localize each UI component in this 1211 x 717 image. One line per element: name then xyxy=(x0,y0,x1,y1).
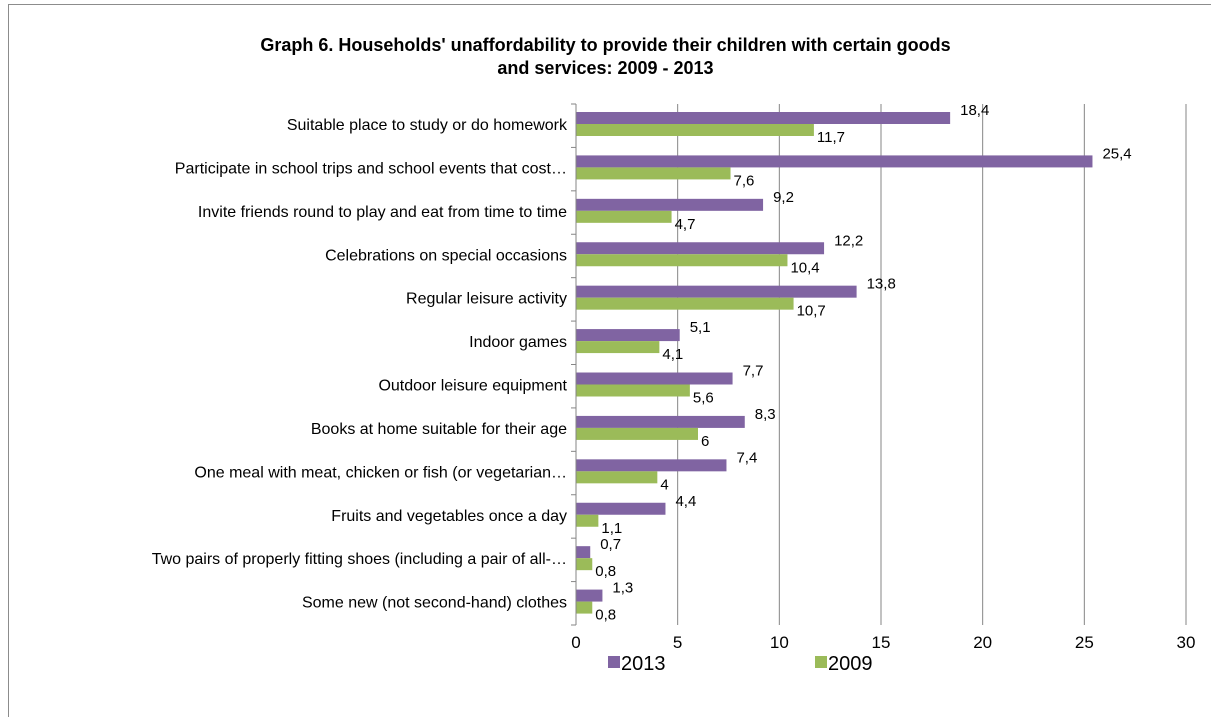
data-label-2013: 7,7 xyxy=(743,363,764,380)
chart-title-line-2: and services: 2009 - 2013 xyxy=(497,58,714,78)
bar-2009 xyxy=(576,167,731,180)
bar-2009 xyxy=(576,514,599,527)
x-tick-label: 0 xyxy=(571,633,580,652)
data-label-2013: 13,8 xyxy=(867,276,896,293)
data-label-2013: 4,4 xyxy=(675,493,696,510)
data-label-2013: 8,3 xyxy=(755,406,776,423)
bar-2013 xyxy=(576,589,603,602)
x-tick-label: 20 xyxy=(973,633,992,652)
category-label: Outdoor leisure equipment xyxy=(378,378,567,395)
bar-2009 xyxy=(576,210,672,223)
x-tick-label: 5 xyxy=(673,633,682,652)
data-label-2009: 0,8 xyxy=(595,563,616,580)
legend-label: 2009 xyxy=(828,653,873,675)
data-label-2009: 4,7 xyxy=(675,216,696,233)
bar-2009 xyxy=(576,124,814,136)
data-label-2013: 0,7 xyxy=(600,536,621,553)
bar-2009 xyxy=(576,254,788,267)
x-tick-label: 25 xyxy=(1075,633,1094,652)
bar-2013 xyxy=(576,242,825,255)
x-tick-label: 10 xyxy=(770,633,789,652)
bar-2009 xyxy=(576,427,698,440)
bar-2009 xyxy=(576,341,660,354)
x-tick-label: 15 xyxy=(872,633,891,652)
data-label-2013: 1,3 xyxy=(612,580,633,597)
legend-swatch xyxy=(608,656,620,668)
bar-2013 xyxy=(576,415,745,428)
category-label: Indoor games xyxy=(469,334,567,351)
data-label-2009: 6 xyxy=(701,433,709,450)
category-label: Suitable place to study or do homework xyxy=(287,117,568,134)
data-label-2009: 0,8 xyxy=(595,607,616,624)
data-label-2013: 25,4 xyxy=(1102,145,1131,162)
category-label: Two pairs of properly fitting shoes (inc… xyxy=(152,551,567,568)
data-label-2013: 7,4 xyxy=(736,449,757,466)
category-label: Regular leisure activity xyxy=(406,291,567,308)
category-label: Participate in school trips and school e… xyxy=(175,160,567,177)
bar-2009 xyxy=(576,297,794,310)
legend-swatch xyxy=(815,656,827,668)
data-label-2009: 1,1 xyxy=(601,520,622,537)
bar-2013 xyxy=(576,198,764,211)
data-label-2009: 4,1 xyxy=(662,346,683,363)
data-label-2009: 7,6 xyxy=(734,172,755,189)
bar-2009 xyxy=(576,558,593,571)
bar-2013 xyxy=(576,112,951,124)
data-label-2013: 5,1 xyxy=(690,319,711,336)
bar-2013 xyxy=(576,155,1093,168)
chart-title-line-1: Graph 6. Households' unaffordability to … xyxy=(260,35,951,55)
bar-2009 xyxy=(576,601,593,614)
x-tick-label: 30 xyxy=(1177,633,1196,652)
data-label-2009: 10,7 xyxy=(797,303,826,320)
bar-2013 xyxy=(576,372,733,385)
bar-2013 xyxy=(576,285,857,298)
bar-2009 xyxy=(576,471,658,484)
data-label-2009: 4 xyxy=(660,476,668,493)
data-label-2009: 5,6 xyxy=(693,390,714,407)
category-label: Books at home suitable for their age xyxy=(311,421,567,438)
bar-2013 xyxy=(576,502,666,515)
data-label-2013: 9,2 xyxy=(773,189,794,206)
data-label-2013: 12,2 xyxy=(834,232,863,249)
category-label: Some new (not second-hand) clothes xyxy=(302,595,567,612)
bar-2013 xyxy=(576,459,727,472)
bar-2013 xyxy=(576,329,680,342)
bar-2013 xyxy=(576,546,591,559)
data-label-2013: 18,4 xyxy=(960,102,989,119)
chart-title: Graph 6. Households' unaffordability to … xyxy=(0,34,1211,80)
data-label-2009: 11,7 xyxy=(817,129,845,146)
legend-label: 2013 xyxy=(621,653,666,675)
category-label: Invite friends round to play and eat fro… xyxy=(198,204,567,221)
data-label-2009: 10,4 xyxy=(790,259,819,276)
bar-2009 xyxy=(576,384,690,397)
category-label: Fruits and vegetables once a day xyxy=(331,508,567,525)
category-label: Celebrations on special occasions xyxy=(325,247,567,264)
category-label: One meal with meat, chicken or fish (or … xyxy=(194,464,567,481)
